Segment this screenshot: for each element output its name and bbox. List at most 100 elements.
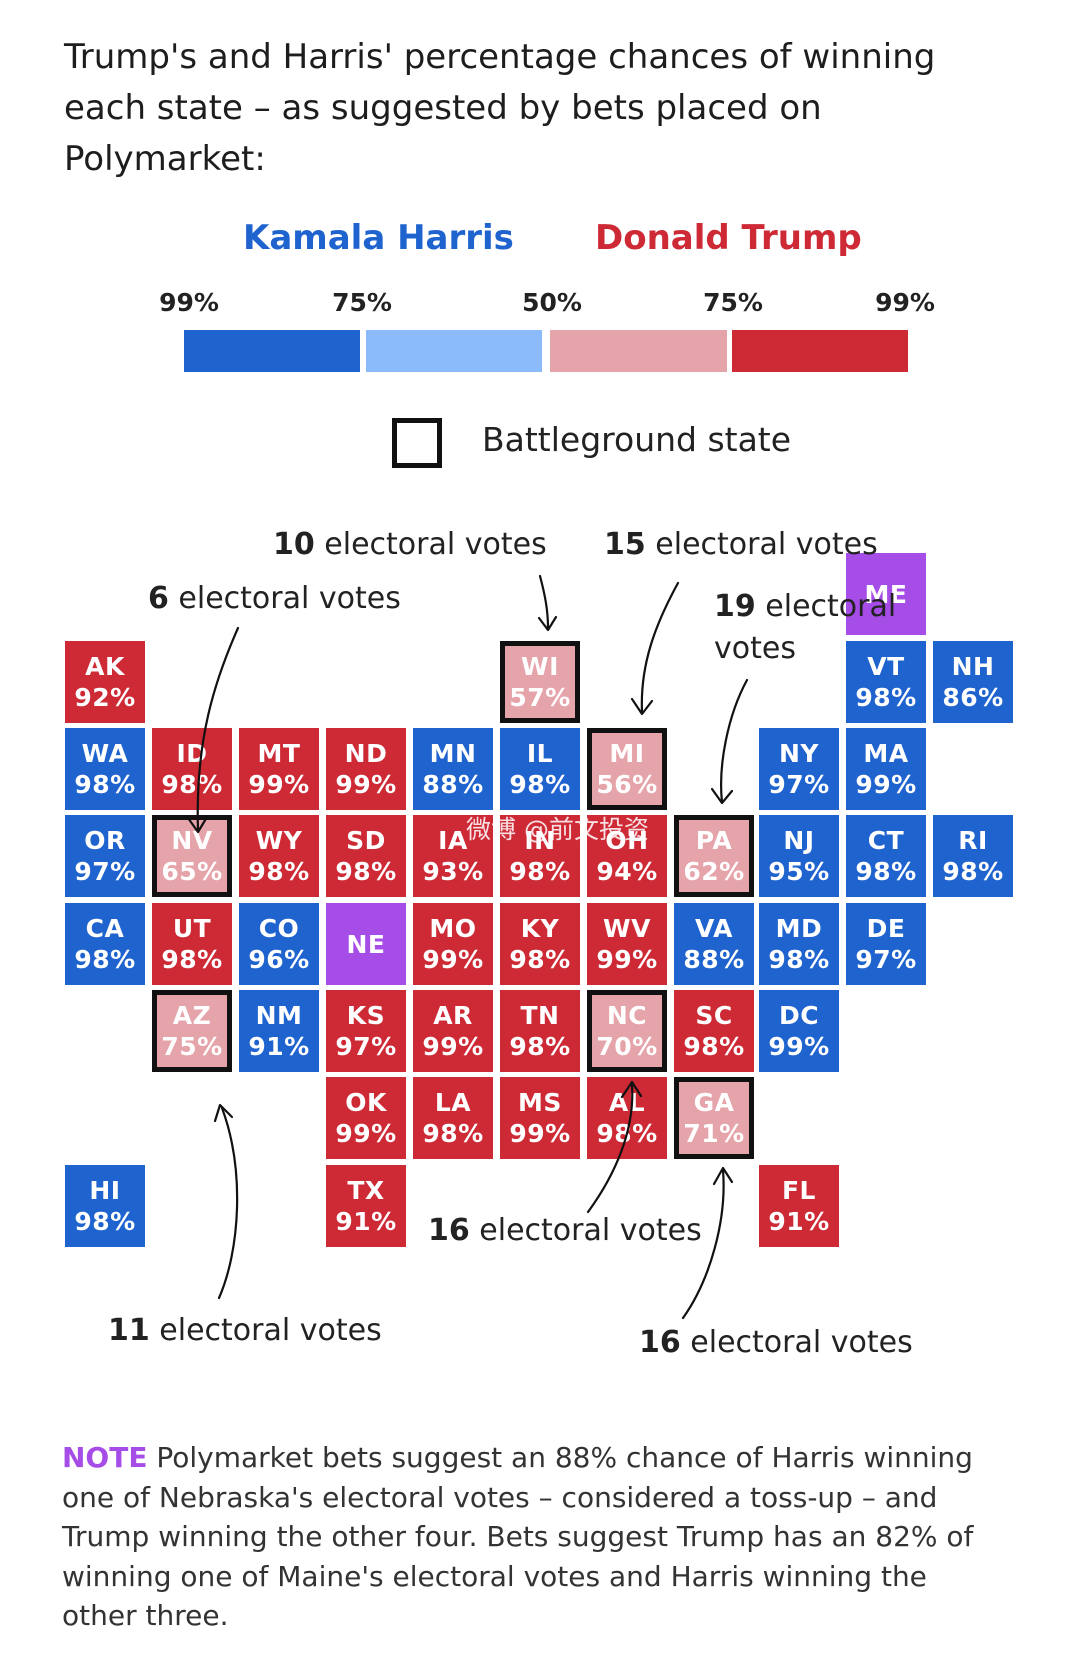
arrow-nc	[586, 1083, 634, 1214]
state-pct: 91%	[248, 1032, 310, 1061]
battleground-legend-label: Battleground state	[482, 420, 792, 459]
state-pct: 98%	[855, 857, 917, 886]
legend-swatch-harris-strong	[184, 330, 360, 372]
state-abbr: CT	[867, 826, 905, 855]
state-pct: 98%	[509, 945, 571, 974]
state-pct: 98%	[74, 945, 136, 974]
state-tile-pa: PA 62%	[674, 815, 754, 897]
state-abbr: IN	[524, 826, 556, 855]
state-pct: 98%	[74, 1207, 136, 1236]
state-abbr: NC	[606, 1001, 648, 1030]
state-tile-nc: NC 70%	[587, 990, 667, 1072]
state-tile-az: AZ 75%	[152, 990, 232, 1072]
arrowhead-mi	[630, 697, 654, 716]
arrowhead-nc	[620, 1080, 643, 1099]
state-tile-mt: MT 99%	[239, 728, 319, 810]
state-tile-va: VA 88%	[674, 903, 754, 985]
state-pct: 99%	[335, 770, 397, 799]
state-tile-ar: AR 99%	[413, 990, 493, 1072]
state-tile-ia: IA 93%	[413, 815, 493, 897]
state-pct: 91%	[335, 1207, 397, 1236]
note-paragraph: NOTE Polymarket bets suggest an 88% chan…	[62, 1438, 992, 1636]
state-abbr: NH	[951, 652, 995, 681]
state-tile-co: CO 96%	[239, 903, 319, 985]
state-abbr: AR	[433, 1001, 473, 1030]
state-tile-ky: KY 98%	[500, 903, 580, 985]
legend-harris-label: Kamala Harris	[243, 218, 514, 258]
state-abbr: OK	[345, 1088, 387, 1117]
state-pct: 99%	[596, 945, 658, 974]
state-abbr: KY	[520, 914, 560, 943]
state-pct: 91%	[768, 1207, 830, 1236]
state-pct: 98%	[422, 1119, 484, 1148]
annotation-mi: 15 electoral votes	[604, 527, 878, 562]
state-pct: 99%	[768, 1032, 830, 1061]
state-tile-nj: NJ 95%	[759, 815, 839, 897]
annotation-wi: 10 electoral votes	[273, 527, 547, 562]
state-pct: 98%	[509, 857, 571, 886]
state-pct: 96%	[248, 945, 310, 974]
state-pct: 97%	[335, 1032, 397, 1061]
legend-tick: 75%	[332, 288, 392, 317]
state-abbr: AZ	[172, 1001, 212, 1030]
state-tile-me: ME	[846, 553, 926, 635]
state-pct: 70%	[596, 1032, 658, 1061]
state-tile-hi: HI 98%	[65, 1165, 145, 1247]
annotation-az: 11 electoral votes	[108, 1313, 382, 1348]
state-pct: 97%	[768, 770, 830, 799]
state-abbr: PA	[695, 826, 733, 855]
legend-tick: 99%	[875, 288, 935, 317]
state-tile-wy: WY 98%	[239, 815, 319, 897]
state-abbr: NJ	[783, 826, 815, 855]
state-pct: 99%	[509, 1119, 571, 1148]
note-tag: NOTE	[62, 1441, 148, 1474]
state-tile-in: IN 98%	[500, 815, 580, 897]
arrow-mi	[640, 581, 680, 714]
state-abbr: MA	[863, 739, 909, 768]
arrowhead-ga	[712, 1166, 734, 1186]
state-abbr: NE	[346, 929, 386, 959]
state-abbr: WI	[521, 652, 559, 681]
chart-title: Trump's and Harris' percentage chances o…	[64, 37, 936, 179]
state-tile-dc: DC 99%	[759, 990, 839, 1072]
state-abbr: SD	[346, 826, 386, 855]
state-tile-ct: CT 98%	[846, 815, 926, 897]
state-tile-vt: VT 98%	[846, 641, 926, 723]
state-pct: 99%	[248, 770, 310, 799]
state-pct: 99%	[422, 945, 484, 974]
state-abbr: VA	[695, 914, 733, 943]
state-pct: 75%	[161, 1032, 223, 1061]
state-tile-wa: WA 98%	[65, 728, 145, 810]
state-abbr: VT	[867, 652, 905, 681]
state-pct: 98%	[509, 770, 571, 799]
state-pct: 94%	[596, 857, 658, 886]
state-pct: 98%	[855, 683, 917, 712]
state-tile-de: DE 97%	[846, 903, 926, 985]
state-pct: 56%	[596, 770, 658, 799]
state-tile-ma: MA 99%	[846, 728, 926, 810]
state-tile-wv: WV 99%	[587, 903, 667, 985]
state-abbr: MI	[609, 739, 645, 768]
state-pct: 99%	[855, 770, 917, 799]
state-tile-mi: MI 56%	[587, 728, 667, 810]
arrowhead-nv	[186, 815, 209, 834]
state-tile-nh: NH 86%	[933, 641, 1013, 723]
state-abbr: AK	[85, 652, 125, 681]
state-tile-or: OR 97%	[65, 815, 145, 897]
watermark: 微博 @前文投资	[466, 815, 649, 844]
arrow-ga	[681, 1168, 725, 1320]
arrow-pa	[720, 678, 749, 804]
state-abbr: RI	[958, 826, 988, 855]
state-abbr: WY	[255, 826, 303, 855]
annotation-pa: 19 electoral votes	[714, 589, 897, 666]
state-abbr: DE	[866, 914, 906, 943]
state-abbr: CA	[85, 914, 125, 943]
legend-trump-label: Donald Trump	[595, 218, 862, 258]
state-pct: 98%	[335, 857, 397, 886]
state-tile-wi: WI 57%	[500, 641, 580, 723]
state-tile-ne: NE	[326, 903, 406, 985]
state-pct: 92%	[74, 683, 136, 712]
legend-tick: 50%	[522, 288, 582, 317]
state-tile-sc: SC 98%	[674, 990, 754, 1072]
